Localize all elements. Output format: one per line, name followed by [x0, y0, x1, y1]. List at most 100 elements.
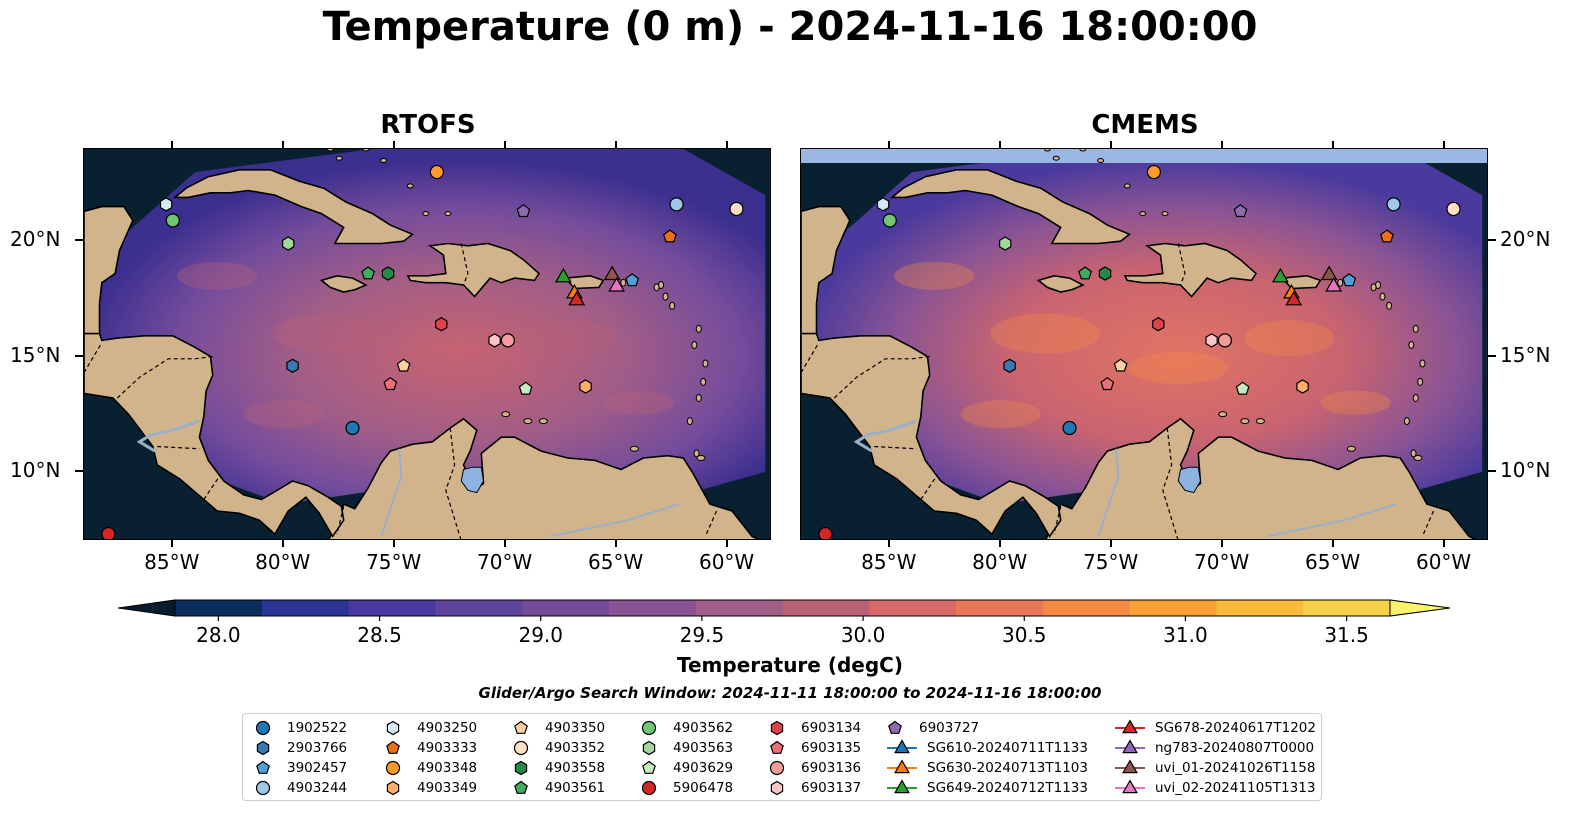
lon-tick-label: 75°W — [366, 550, 422, 574]
obs-1902522-marker — [1062, 420, 1077, 436]
lon-tick-label: 75°W — [1083, 550, 1139, 574]
rtofs-panel-title: RTOFS — [380, 110, 476, 140]
lat-tick — [1488, 354, 1496, 357]
legend-marker-icon — [386, 740, 400, 754]
obs-4903352-marker — [729, 201, 744, 217]
legend-label: 4903563 — [673, 740, 734, 756]
obs-6903136-marker — [500, 333, 515, 348]
colorbar-under-arrow — [117, 599, 176, 617]
legend-marker-icon — [887, 739, 917, 754]
lat-tick — [75, 239, 83, 242]
lon-tick — [887, 540, 890, 547]
legend-marker-icon — [514, 780, 528, 794]
search-window-text: Glider/Argo Search Window: 2024-11-11 18… — [478, 684, 1102, 702]
legend-marker — [385, 760, 401, 776]
legend-label: 6903136 — [801, 760, 862, 776]
colorbar-segment — [175, 600, 263, 616]
legend-label: uvi_01-20241026T1158 — [1155, 760, 1316, 776]
lon-tick-label: 80°W — [972, 550, 1028, 574]
legend-marker — [769, 760, 785, 776]
legend-marker — [1122, 759, 1138, 774]
legend-label: SG630-20240713T1103 — [927, 760, 1088, 776]
legend-label: SG649-20240712T1133 — [927, 780, 1088, 796]
legend-marker-icon — [641, 780, 657, 796]
lon-tick-label: 60°W — [698, 550, 755, 574]
legend-marker-icon — [641, 720, 657, 736]
glider-SG678-20240617T1202-marker — [568, 290, 586, 306]
legend-label: 4903350 — [545, 720, 606, 736]
legend-marker-icon — [256, 740, 270, 756]
lat-tick — [1488, 469, 1496, 472]
legend-label: 4903333 — [417, 740, 478, 756]
lat-tick-label: 15°N — [1500, 342, 1551, 367]
lon-tick-top — [614, 141, 617, 148]
lon-tick-top — [725, 141, 728, 148]
legend-marker-icon — [642, 760, 656, 774]
obs-2903766-marker — [1003, 358, 1016, 373]
obs-4903333-marker — [662, 229, 677, 243]
legend-marker — [641, 720, 657, 736]
colorbar-tick-label: 29.5 — [680, 623, 725, 647]
legend-marker — [1122, 739, 1138, 754]
obs-4903352-marker — [1446, 201, 1461, 217]
lat-tick-label: 10°N — [10, 457, 61, 482]
obs-6903135-marker — [1100, 376, 1115, 391]
obs-5906478-marker — [818, 526, 833, 539]
obs-4903561-marker — [361, 266, 376, 280]
legend-label: 3902457 — [287, 760, 348, 776]
lon-tick-top — [1220, 141, 1223, 148]
legend-label: 4903629 — [673, 760, 734, 776]
lon-tick — [392, 540, 395, 547]
obs-4903629-marker — [1235, 381, 1250, 395]
cmems-map[interactable] — [800, 148, 1488, 540]
colorbar-segment — [522, 600, 610, 616]
obs-4903562-marker — [165, 213, 180, 228]
obs-4903558-marker — [381, 266, 395, 281]
legend-marker-icon — [769, 760, 785, 776]
obs-6903134-marker — [435, 317, 448, 332]
rtofs-map-canvas — [84, 149, 770, 539]
legend-marker — [255, 720, 271, 736]
obs-6903727-marker — [1233, 204, 1248, 218]
obs-4903629-marker — [518, 381, 533, 395]
obs-6903727-marker — [516, 204, 531, 218]
lon-tick-top — [1331, 141, 1334, 148]
lat-tick-label: 15°N — [10, 342, 61, 367]
legend-label: 6903135 — [801, 740, 862, 756]
colorbar-tick-label: 31.0 — [1163, 623, 1208, 647]
legend-marker-icon — [1115, 719, 1145, 734]
legend-marker — [642, 740, 656, 756]
obs-6903134-marker — [1152, 317, 1165, 332]
colorbar-segment — [956, 600, 1044, 616]
legend-marker — [1122, 779, 1138, 794]
legend-marker — [386, 720, 400, 736]
rtofs-map[interactable] — [83, 148, 771, 540]
legend-label: 4903244 — [287, 780, 348, 796]
legend-marker — [888, 720, 902, 734]
legend-label: 4903561 — [545, 780, 606, 796]
legend-marker-icon — [887, 779, 917, 794]
legend-marker — [513, 740, 529, 756]
legend-marker — [894, 739, 910, 754]
lon-tick-label: 60°W — [1415, 550, 1472, 574]
obs-2903766-marker — [286, 358, 299, 373]
lat-tick — [1488, 239, 1496, 242]
colorbar-tick-label: 30.0 — [841, 623, 886, 647]
legend-label: 4903349 — [417, 780, 478, 796]
legend-label: ng783-20240807T0000 — [1155, 740, 1315, 756]
legend-marker — [386, 780, 400, 796]
obs-4903349-marker — [579, 379, 592, 394]
obs-4903348-marker — [1146, 164, 1161, 180]
legend-marker-icon — [513, 740, 529, 756]
legend-marker-icon — [770, 720, 784, 736]
legend-marker — [894, 779, 910, 794]
lon-tick-top — [1442, 141, 1445, 148]
legend-marker-icon — [385, 760, 401, 776]
legend-label: uvi_02-20241105T1313 — [1155, 780, 1316, 796]
colorbar-tick-label: 30.5 — [1002, 623, 1047, 647]
glider-SG649-20240712T1133-marker — [554, 267, 572, 283]
lon-tick — [1220, 540, 1223, 547]
legend-marker — [770, 720, 784, 736]
obs-4903244-marker — [1386, 197, 1401, 212]
lon-tick — [998, 540, 1001, 547]
